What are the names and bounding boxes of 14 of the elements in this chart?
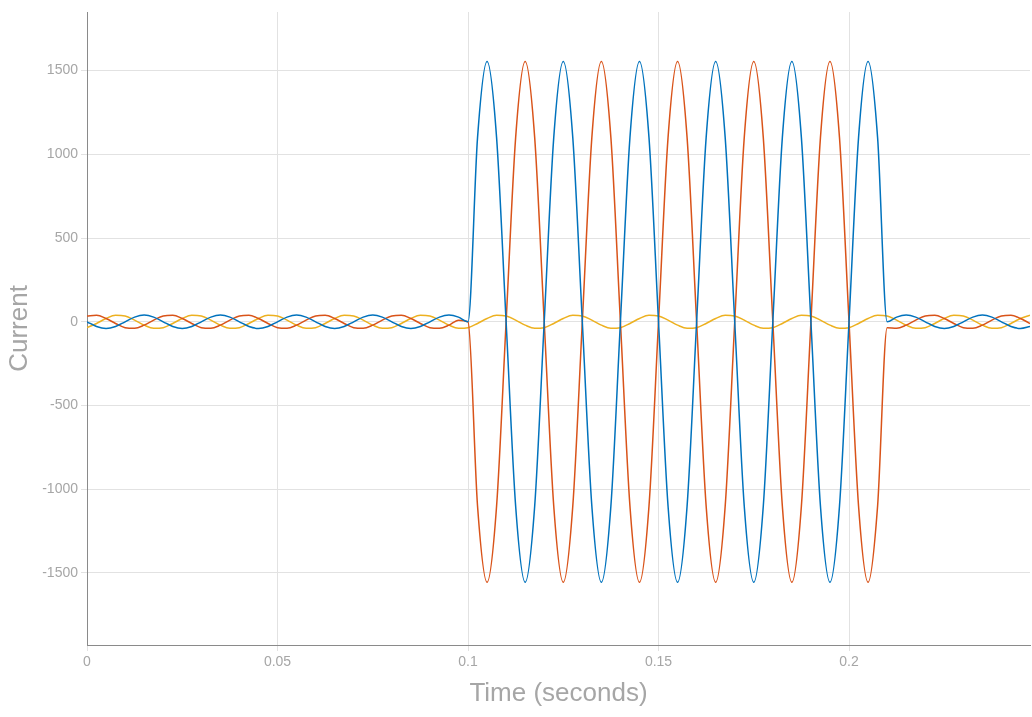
x-axis-title: Time (seconds) <box>469 676 648 707</box>
y-axis-title: Current <box>2 284 33 372</box>
y-tick-label: 1500 <box>46 61 79 78</box>
y-tick-label: -1000 <box>42 480 79 497</box>
x-tick-label: 0 <box>83 653 92 670</box>
x-tick-label: 0.2 <box>839 653 859 670</box>
x-tick-label: 0.15 <box>644 653 673 670</box>
x-tick-label: 0.1 <box>458 653 478 670</box>
y-tick-label: 500 <box>54 228 79 245</box>
y-tick-label: -500 <box>49 396 79 413</box>
y-tick-label: 0 <box>70 312 79 329</box>
y-tick-label: -1500 <box>42 563 79 580</box>
x-tick-label: 0.05 <box>263 653 292 670</box>
y-tick-label: 1000 <box>46 145 79 162</box>
